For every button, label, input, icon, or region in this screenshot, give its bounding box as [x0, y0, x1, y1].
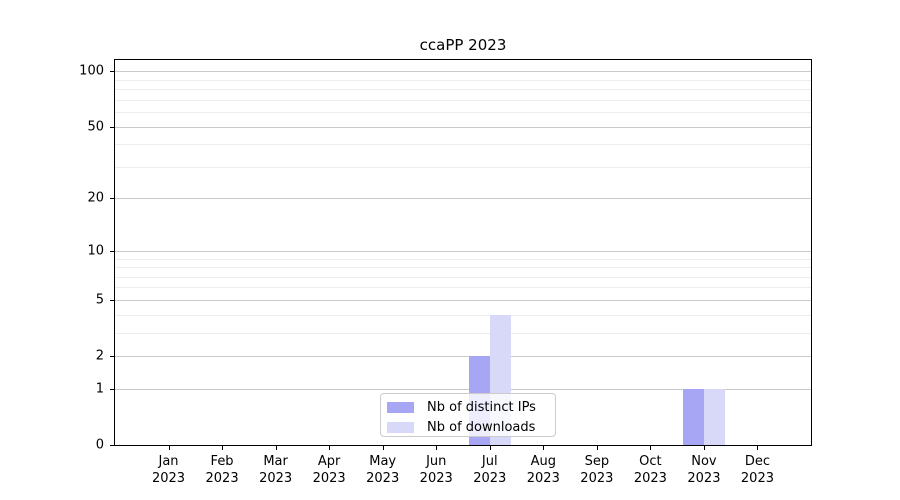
- x-tick-mark: [382, 446, 384, 450]
- gridline-minor: [115, 99, 811, 101]
- x-tick-mark: [543, 446, 545, 450]
- x-tick-month: Jul: [481, 454, 498, 469]
- y-tick-mark: [110, 445, 114, 446]
- gridline-minor: [115, 112, 811, 114]
- y-tick-label: 0: [95, 437, 104, 453]
- x-tick-mark: [275, 446, 277, 450]
- gridline-major: [115, 126, 811, 128]
- x-tick-year: 2023: [473, 471, 507, 486]
- x-tick-label: Dec 2023: [725, 453, 789, 487]
- y-tick-label: 5: [95, 292, 104, 308]
- x-tick-month: Jun: [426, 454, 447, 469]
- gridline-major: [115, 250, 811, 252]
- y-tick-mark: [110, 126, 114, 128]
- x-tick-label: Aug 2023: [511, 453, 575, 487]
- y-tick-label: 20: [87, 190, 104, 206]
- x-tick-mark: [650, 446, 652, 450]
- gridline-minor: [115, 258, 811, 260]
- x-tick-year: 2023: [740, 471, 774, 486]
- gridline-major: [115, 198, 811, 200]
- y-tick-label: 10: [87, 243, 104, 259]
- x-tick-label: Jul 2023: [458, 453, 522, 487]
- gridline-minor: [115, 287, 811, 289]
- x-tick-month: Oct: [639, 454, 662, 469]
- x-tick-mark: [703, 446, 705, 450]
- y-tick-label: 1: [95, 381, 104, 397]
- x-tick-month: Aug: [530, 454, 556, 469]
- y-tick-label: 50: [87, 119, 104, 135]
- x-tick-month: Sep: [584, 454, 610, 469]
- x-tick-label: May 2023: [351, 453, 415, 487]
- x-tick-label: Apr 2023: [297, 453, 361, 487]
- x-tick-label: Oct 2023: [618, 453, 682, 487]
- x-tick-month: Dec: [744, 454, 771, 469]
- gridline-minor: [115, 276, 811, 278]
- bar-ips-nov: [682, 388, 704, 445]
- legend: Nb of distinct IPs Nb of downloads: [380, 393, 556, 437]
- y-tick-mark: [110, 388, 114, 390]
- distinct-ips-swatch: [387, 402, 414, 413]
- x-tick-mark: [757, 446, 759, 450]
- x-tick-month: May: [369, 454, 397, 469]
- gridline-minor: [115, 89, 811, 91]
- x-tick-year: 2023: [526, 471, 560, 486]
- gridline-minor: [115, 267, 811, 269]
- gridline-major: [115, 388, 811, 390]
- x-tick-mark: [436, 446, 438, 450]
- plot-area: [114, 59, 812, 446]
- gridline-minor: [115, 79, 811, 81]
- x-tick-month: Mar: [263, 454, 288, 469]
- x-tick-year: 2023: [205, 471, 239, 486]
- x-tick-year: 2023: [580, 471, 614, 486]
- y-tick-label: 100: [79, 63, 104, 79]
- x-tick-year: 2023: [366, 471, 400, 486]
- x-tick-month: Feb: [210, 454, 234, 469]
- x-tick-mark: [596, 446, 598, 450]
- x-tick-label: Sep 2023: [565, 453, 629, 487]
- legend-row-downloads: Nb of downloads: [381, 419, 555, 436]
- x-tick-label: Mar 2023: [244, 453, 308, 487]
- x-tick-mark: [168, 446, 170, 450]
- x-tick-label: Jan 2023: [137, 453, 201, 487]
- x-tick-year: 2023: [312, 471, 346, 486]
- x-tick-year: 2023: [687, 471, 721, 486]
- gridline-minor: [115, 332, 811, 334]
- y-tick-mark: [110, 71, 114, 73]
- x-tick-month: Nov: [691, 454, 717, 469]
- bar-downloads-nov: [703, 388, 725, 445]
- downloads-swatch: [387, 422, 414, 433]
- gridline-minor: [115, 166, 811, 168]
- x-tick-year: 2023: [151, 471, 186, 486]
- x-tick-month: Jan: [158, 454, 179, 469]
- x-tick-mark: [329, 446, 331, 450]
- legend-label-downloads: Nb of downloads: [427, 420, 536, 435]
- gridline-minor: [115, 144, 811, 146]
- x-tick-label: Feb 2023: [190, 453, 254, 487]
- x-tick-year: 2023: [419, 471, 453, 486]
- legend-row-distinct-ips: Nb of distinct IPs: [381, 399, 555, 416]
- y-tick-label: 2: [95, 348, 104, 364]
- y-tick-mark: [110, 299, 114, 301]
- y-tick-mark: [110, 198, 114, 200]
- x-tick-year: 2023: [633, 471, 667, 486]
- legend-label-distinct-ips: Nb of distinct IPs: [427, 400, 536, 415]
- x-tick-label: Nov 2023: [672, 453, 736, 487]
- chart-title: ccaPP 2023: [419, 36, 507, 54]
- x-tick-label: Jun 2023: [404, 453, 468, 487]
- x-tick-mark: [222, 446, 224, 450]
- x-tick-month: Apr: [317, 454, 341, 469]
- gridline-minor: [115, 314, 811, 316]
- x-tick-mark: [489, 446, 491, 450]
- gridline-major: [115, 71, 811, 73]
- gridline-major: [115, 356, 811, 358]
- y-tick-mark: [110, 356, 114, 358]
- y-tick-mark: [110, 250, 114, 252]
- gridline-major: [115, 299, 811, 301]
- x-tick-year: 2023: [259, 471, 293, 486]
